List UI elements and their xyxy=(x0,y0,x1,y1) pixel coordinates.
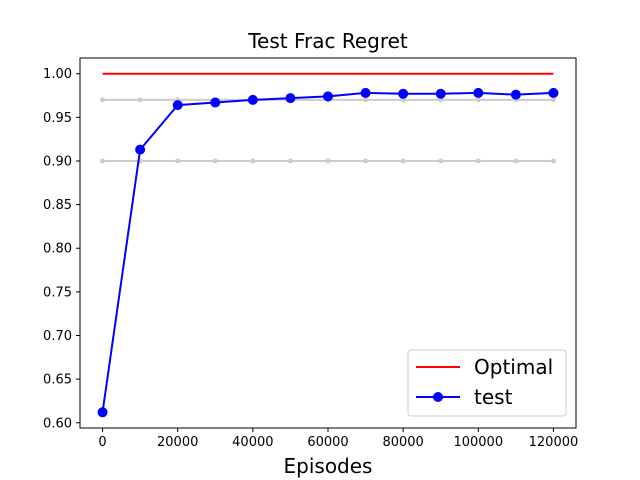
data-point-test-9 xyxy=(435,88,446,99)
x-tick-label-4: 80000 xyxy=(382,435,423,450)
data-point-test-2 xyxy=(172,100,183,111)
reference-point-1-0 xyxy=(100,158,106,164)
reference-point-1-10 xyxy=(475,158,481,164)
reference-point-1-12 xyxy=(550,158,556,164)
x-axis-label: Episodes xyxy=(284,454,373,478)
reference-point-0-8 xyxy=(400,97,406,103)
reference-point-0-10 xyxy=(475,97,481,103)
data-point-test-1 xyxy=(135,144,146,155)
chart-title: Test Frac Regret xyxy=(247,29,408,53)
reference-point-0-9 xyxy=(438,97,444,103)
reference-point-1-5 xyxy=(287,158,293,164)
y-tick-label-3: 0.75 xyxy=(43,285,72,300)
y-tick-label-8: 1.00 xyxy=(43,67,72,82)
reference-point-0-12 xyxy=(550,97,556,103)
data-point-test-4 xyxy=(247,94,258,105)
x-axis-ticks: 0 20000 40000 60000 80000 100000 120000 xyxy=(98,428,578,450)
y-tick-label-5: 0.85 xyxy=(43,198,72,213)
data-point-test-6 xyxy=(323,91,333,102)
y-tick-label-4: 0.80 xyxy=(43,242,72,257)
y-tick-label-2: 0.70 xyxy=(43,329,72,344)
legend: Optimal test xyxy=(407,349,567,417)
y-tick-label-1: 0.65 xyxy=(43,373,72,388)
series-layer xyxy=(97,72,559,418)
x-tick-label-0: 0 xyxy=(98,435,106,450)
data-point-test-10 xyxy=(473,87,484,98)
y-tick-label-6: 0.90 xyxy=(43,154,72,169)
legend-label-test: test xyxy=(474,385,513,409)
legend-marker-test xyxy=(433,392,443,402)
data-point-test-7 xyxy=(360,87,371,98)
reference-point-0-7 xyxy=(363,97,369,103)
data-point-test-3 xyxy=(210,97,221,108)
y-axis-ticks: 0.60 0.65 0.70 0.75 0.80 0.85 0.90 0.95 1.00 xyxy=(43,67,80,431)
reference-point-1-7 xyxy=(363,158,369,164)
data-point-test-0 xyxy=(97,407,108,418)
data-point-test-5 xyxy=(285,93,296,104)
reference-point-1-11 xyxy=(513,158,519,164)
legend-label-optimal: Optimal xyxy=(474,355,553,379)
reference-point-0-0 xyxy=(100,97,106,103)
y-tick-label-0: 0.60 xyxy=(43,416,72,431)
reference-point-1-9 xyxy=(438,158,444,164)
reference-point-1-6 xyxy=(325,158,331,164)
reference-point-1-4 xyxy=(250,158,256,164)
reference-point-1-8 xyxy=(400,158,406,164)
data-point-test-8 xyxy=(398,88,409,99)
reference-point-1-2 xyxy=(175,158,181,164)
data-point-test-12 xyxy=(548,87,559,98)
reference-point-0-1 xyxy=(137,97,143,103)
y-tick-label-7: 0.95 xyxy=(43,111,72,126)
x-tick-label-5: 100000 xyxy=(453,435,503,450)
x-tick-label-3: 60000 xyxy=(307,435,348,450)
data-point-test-11 xyxy=(510,89,521,100)
x-tick-label-6: 120000 xyxy=(529,435,579,450)
x-tick-label-2: 40000 xyxy=(232,435,273,450)
reference-point-1-3 xyxy=(212,158,218,164)
x-tick-label-1: 20000 xyxy=(157,435,198,450)
